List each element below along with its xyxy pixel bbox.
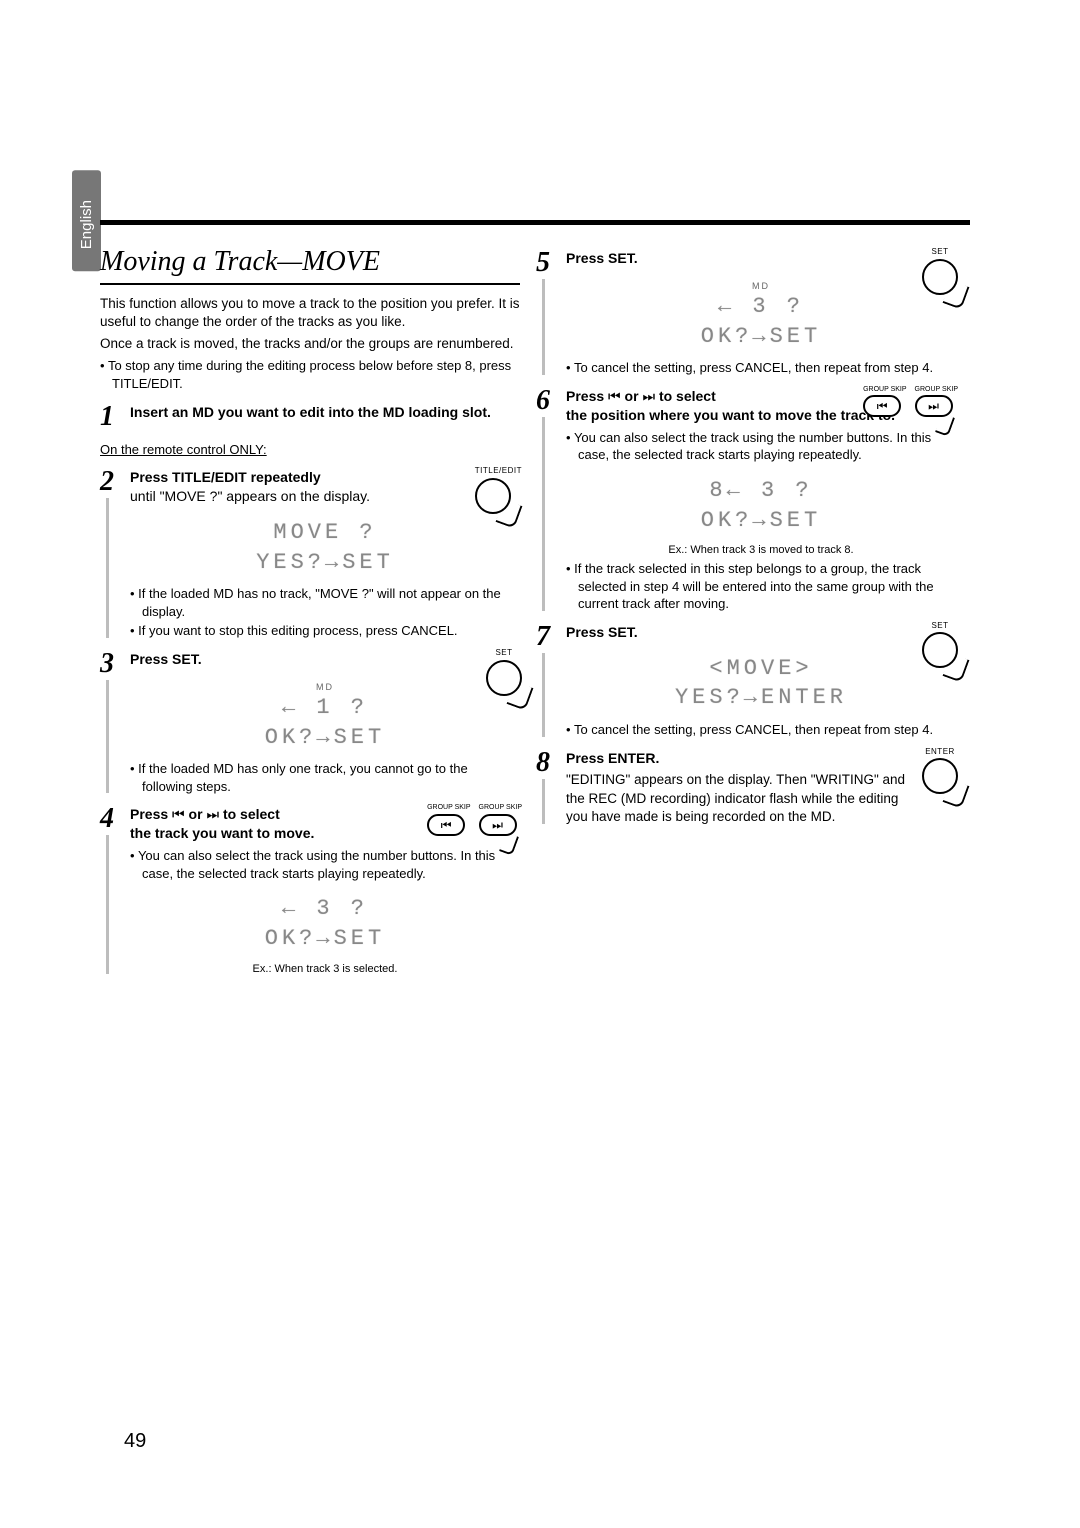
step-number: 4: [100, 805, 122, 976]
disp-l2: YES?→ENTER: [601, 683, 921, 713]
step-8: 8 ENTER Press ENTER. "EDITING" appears o…: [536, 749, 956, 827]
step6-head2: the position where you want to move the …: [566, 407, 895, 423]
left-column: Moving a Track—MOVE This function allows…: [100, 243, 520, 976]
step6-b1: You can also select the track using the …: [566, 429, 956, 464]
intro-p2: Once a track is moved, the tracks and/or…: [100, 335, 520, 353]
step3-b1: If the loaded MD has only one track, you…: [130, 760, 520, 795]
page-content: Moving a Track—MOVE This function allows…: [100, 180, 970, 976]
group-skip-label: GROUP SKIP: [479, 804, 522, 811]
display-ok1: MD ← 1 ? OK?→SET: [165, 681, 485, 753]
step-7: 7 SET Press SET. <MOVE> YES?→ENTER To c: [536, 623, 956, 739]
step2-b2: If you want to stop this editing process…: [130, 622, 520, 640]
display-ok83: 8← 3 ? OK?→SET: [601, 476, 921, 535]
step6-head-a: Press: [566, 388, 608, 404]
remote-only-note: On the remote control ONLY:: [100, 441, 520, 459]
set-button-illustration: SET: [922, 247, 958, 295]
tiny-md: MD: [601, 280, 921, 292]
display-move-yes: MOVE ? YES?→SET: [165, 518, 485, 577]
step5-b1: To cancel the setting, press CANCEL, the…: [566, 359, 956, 377]
step6-head-c: to select: [659, 388, 716, 404]
step-number: 7: [536, 623, 558, 739]
prev-button-icon: ⏮: [427, 814, 465, 836]
step-number: 8: [536, 749, 558, 827]
step6-head-b: or: [625, 388, 643, 404]
top-rule: [100, 220, 970, 225]
round-button-icon: [922, 632, 958, 668]
enter-button-illustration: ENTER: [922, 747, 958, 795]
page-number: 49: [124, 1430, 146, 1453]
step-number: 6: [536, 387, 558, 613]
section-title-row: Moving a Track—MOVE: [100, 243, 520, 285]
tiny-md: MD: [165, 681, 485, 693]
intro-p1: This function allows you to move a track…: [100, 295, 520, 331]
group-skip-label: GROUP SKIP: [915, 386, 958, 393]
intro-block: This function allows you to move a track…: [100, 295, 520, 393]
step-number: 2: [100, 468, 122, 640]
step4-head2: the track you want to move.: [130, 825, 314, 841]
step-number: 1: [100, 403, 122, 431]
step8-p: "EDITING" appears on the display. Then "…: [566, 771, 956, 826]
section-title: Moving a Track—MOVE: [100, 243, 380, 281]
title-edit-label: TITLE/EDIT: [475, 466, 522, 475]
disp-l1: <MOVE>: [601, 654, 921, 684]
disp-l2: OK?→SET: [165, 723, 485, 753]
title-edit-button-illustration: TITLE/EDIT: [475, 466, 522, 514]
step2-head-b: until "MOVE ?" appears on the display.: [130, 488, 370, 504]
step-number: 3: [100, 650, 122, 796]
step-4: 4 GROUP SKIP ⏮ GROUP SKIP ⏭: [100, 805, 520, 976]
step5-head: Press SET.: [566, 249, 956, 268]
group-skip-label: GROUP SKIP: [863, 386, 906, 393]
disp-l1: ← 3 ?: [165, 894, 485, 924]
display-ok3b: MD ← 3 ? OK?→SET: [601, 280, 921, 352]
set-label: SET: [495, 648, 512, 657]
step-5: 5 SET Press SET. MD ← 3 ? OK?→SET: [536, 249, 956, 377]
skip-buttons-illustration: GROUP SKIP ⏮ GROUP SKIP ⏭: [863, 385, 958, 417]
disp-l2: OK?→SET: [601, 506, 921, 536]
round-button-icon: [486, 660, 522, 696]
step7-head: Press SET.: [566, 623, 956, 642]
disp-l1: MOVE ?: [165, 518, 485, 548]
set-button-illustration: SET: [922, 621, 958, 669]
enter-label: ENTER: [925, 747, 955, 756]
step-2: 2 TITLE/EDIT Press TITLE/EDIT repeatedly…: [100, 468, 520, 640]
right-column: 5 SET Press SET. MD ← 3 ? OK?→SET: [536, 243, 956, 976]
display-move-enter: <MOVE> YES?→ENTER: [601, 654, 921, 713]
step3-head: Press SET.: [130, 650, 520, 669]
step6-b2: If the track selected in this step belon…: [566, 560, 956, 613]
step7-b1: To cancel the setting, press CANCEL, the…: [566, 721, 956, 739]
group-skip-label: GROUP SKIP: [427, 804, 470, 811]
disp-l1: 8← 3 ?: [601, 476, 921, 506]
set-label: SET: [931, 247, 948, 256]
disp-l1: ← 1 ?: [165, 693, 485, 723]
step4-head-b: or: [189, 806, 207, 822]
step8-head: Press ENTER.: [566, 749, 956, 768]
step-3: 3 SET Press SET. MD ← 1 ? OK?→SET: [100, 650, 520, 796]
step4-b1: You can also select the track using the …: [130, 847, 520, 882]
step4-head-c: to select: [223, 806, 280, 822]
step2-head-a: Press TITLE/EDIT repeatedly: [130, 469, 321, 485]
display-ok3: ← 3 ? OK?→SET: [165, 894, 485, 953]
disp-l1: ← 3 ?: [601, 292, 921, 322]
round-button-icon: [922, 259, 958, 295]
caption-moved: Ex.: When track 3 is moved to track 8.: [566, 543, 956, 558]
skip-buttons-illustration: GROUP SKIP ⏮ GROUP SKIP ⏭: [427, 803, 522, 835]
step2-b1: If the loaded MD has no track, "MOVE ?" …: [130, 585, 520, 620]
step4-head-a: Press: [130, 806, 172, 822]
prev-button-icon: ⏮: [863, 395, 901, 417]
step-6: 6 GROUP SKIP ⏮ GROUP SKIP ⏭: [536, 387, 956, 613]
language-tab: English: [72, 170, 101, 271]
caption-selected: Ex.: When track 3 is selected.: [130, 962, 520, 977]
round-button-icon: [922, 758, 958, 794]
set-label: SET: [931, 621, 948, 630]
disp-l2: OK?→SET: [601, 322, 921, 352]
intro-bullet: To stop any time during the editing proc…: [100, 357, 520, 392]
step1-head: Insert an MD you want to edit into the M…: [130, 403, 520, 422]
round-button-icon: [475, 478, 511, 514]
disp-l2: OK?→SET: [165, 924, 485, 954]
step-1: 1 Insert an MD you want to edit into the…: [100, 403, 520, 431]
set-button-illustration: SET: [486, 648, 522, 696]
disp-l2: YES?→SET: [165, 548, 485, 578]
step-number: 5: [536, 249, 558, 377]
next-button-icon: ⏭: [479, 814, 517, 836]
